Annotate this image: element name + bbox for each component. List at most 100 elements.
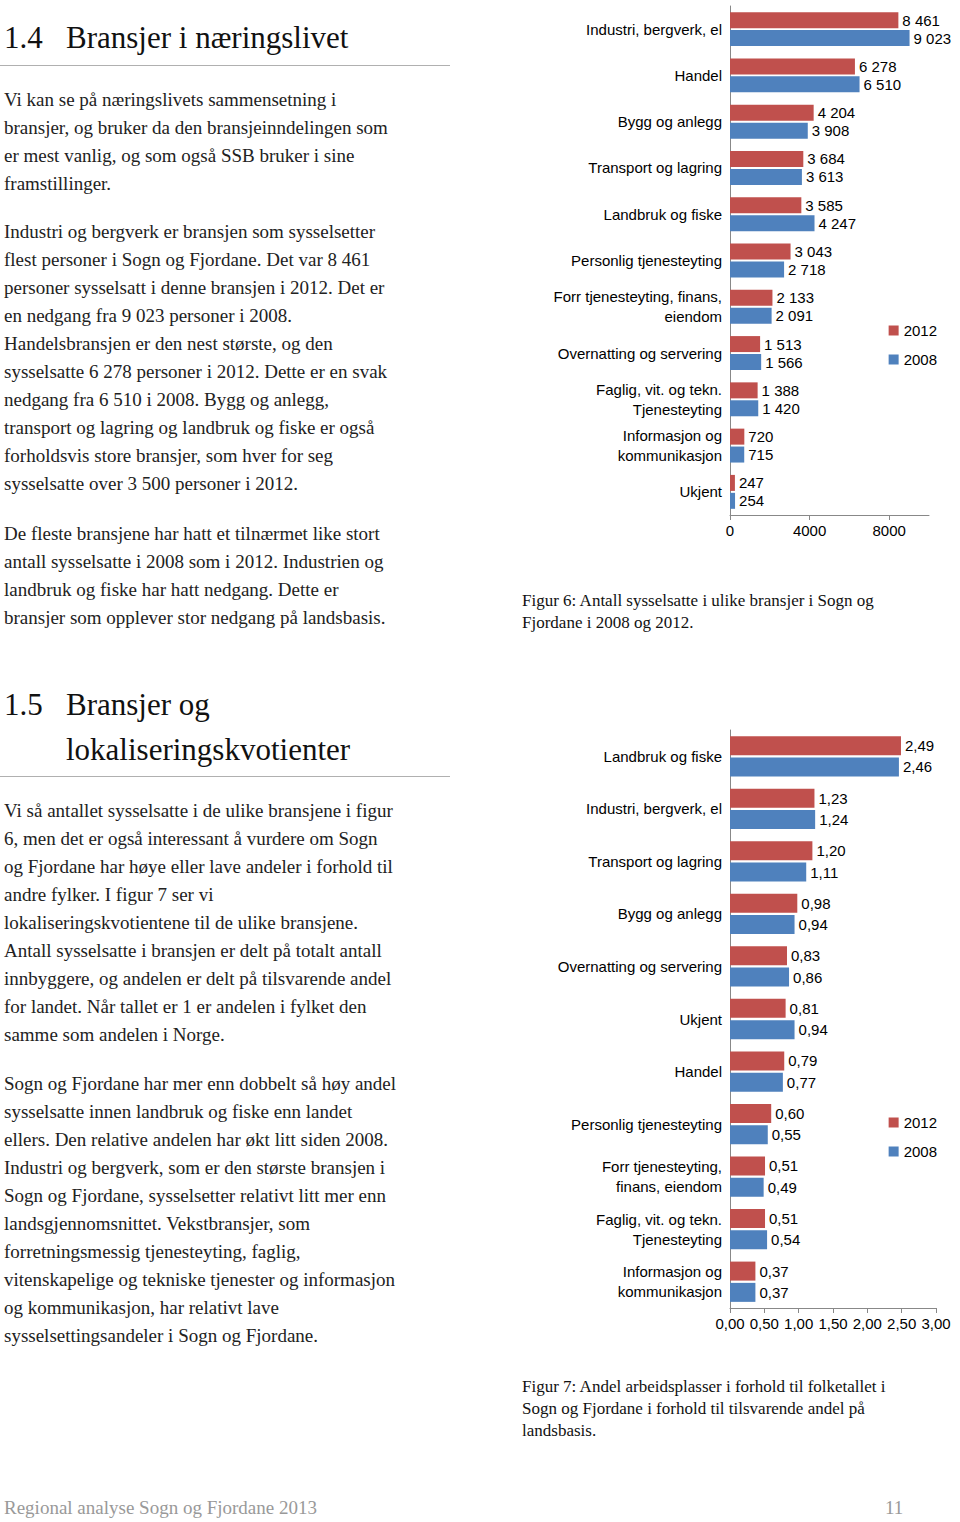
svg-text:0,94: 0,94	[799, 1021, 828, 1038]
html-text:Bransjer og: Bransjer og	[66, 687, 210, 722]
svg-text:2012: 2012	[904, 1114, 937, 1131]
svg-text:0,54: 0,54	[771, 1231, 800, 1248]
svg-text:Forr tjenesteyting, finans,: Forr tjenesteyting, finans,	[554, 288, 722, 305]
svg-text:1,11: 1,11	[810, 864, 838, 881]
svg-text:4000: 4000	[793, 522, 826, 539]
svg-text:9 023: 9 023	[914, 30, 952, 47]
svg-text:eiendom: eiendom	[664, 308, 722, 325]
svg-text:Tjenesteyting: Tjenesteyting	[633, 401, 722, 418]
svg-text:2,00: 2,00	[853, 1315, 882, 1332]
svg-text:2,50: 2,50	[887, 1315, 916, 1332]
svg-text:3 684: 3 684	[807, 150, 845, 167]
svg-text:0,81: 0,81	[790, 1000, 819, 1017]
svg-text:Personlig tjenesteyting: Personlig tjenesteyting	[571, 1116, 722, 1133]
svg-text:finans, eiendom: finans, eiendom	[616, 1178, 722, 1195]
svg-text:1 388: 1 388	[762, 382, 800, 399]
svg-text:720: 720	[748, 428, 773, 445]
svg-text:6 278: 6 278	[859, 58, 897, 75]
html-text:1.5: 1.5	[4, 687, 43, 722]
html-text:personer sysselsatt i denne br: personer sysselsatt i denne bransjen i 2…	[4, 277, 385, 298]
svg-text:Faglig, vit. og tekn.: Faglig, vit. og tekn.	[596, 381, 722, 398]
svg-text:Handel: Handel	[674, 67, 722, 84]
html-text:1.4: 1.4	[4, 20, 43, 55]
svg-text:Informasjon og: Informasjon og	[623, 1263, 722, 1280]
html-text:Bransjer i næringslivet: Bransjer i næringslivet	[66, 20, 349, 55]
svg-text:2,46: 2,46	[903, 758, 932, 775]
svg-text:1 566: 1 566	[765, 354, 803, 371]
svg-text:0,79: 0,79	[788, 1052, 817, 1069]
svg-text:1,24: 1,24	[819, 811, 848, 828]
svg-text:3 585: 3 585	[805, 197, 843, 214]
svg-text:0,49: 0,49	[768, 1179, 797, 1196]
svg-text:0,60: 0,60	[775, 1105, 804, 1122]
svg-text:0,37: 0,37	[759, 1263, 788, 1280]
svg-text:0,94: 0,94	[799, 916, 828, 933]
html-text:er mest vanlig, og som også SS: er mest vanlig, og som også SSB bruker i…	[4, 145, 355, 166]
svg-text:8 461: 8 461	[902, 12, 940, 29]
svg-text:254: 254	[739, 492, 764, 509]
svg-text:Tjenesteyting: Tjenesteyting	[633, 1231, 722, 1248]
svg-text:1,20: 1,20	[816, 842, 845, 859]
svg-text:Bygg og anlegg: Bygg og anlegg	[618, 905, 722, 922]
svg-text:kommunikasjon: kommunikasjon	[618, 447, 722, 464]
svg-text:3 613: 3 613	[806, 168, 844, 185]
svg-text:0,51: 0,51	[769, 1210, 798, 1227]
svg-text:715: 715	[748, 446, 773, 463]
svg-text:0,98: 0,98	[801, 895, 830, 912]
svg-text:1,23: 1,23	[818, 790, 847, 807]
svg-text:Ukjent: Ukjent	[679, 483, 722, 500]
svg-text:247: 247	[739, 474, 764, 491]
svg-text:4 204: 4 204	[818, 104, 856, 121]
svg-text:Overnatting og servering: Overnatting og servering	[558, 345, 722, 362]
svg-text:Bygg og anlegg: Bygg og anlegg	[618, 113, 722, 130]
html-text:framstillinger.: framstillinger.	[4, 173, 112, 194]
svg-text:0,55: 0,55	[772, 1126, 801, 1143]
svg-text:2,49: 2,49	[905, 737, 934, 754]
svg-text:3 043: 3 043	[795, 243, 833, 260]
svg-text:0,50: 0,50	[750, 1315, 779, 1332]
html-text:Vi kan se på næringslivets sam: Vi kan se på næringslivets sammensetning…	[4, 89, 337, 110]
svg-text:2008: 2008	[904, 351, 937, 368]
svg-text:Transport og lagring: Transport og lagring	[588, 159, 722, 176]
svg-text:Forr tjenesteyting,: Forr tjenesteyting,	[602, 1158, 722, 1175]
svg-text:kommunikasjon: kommunikasjon	[618, 1283, 722, 1300]
html-text:bransjer, og bruker da den bra: bransjer, og bruker da den bransjeinndel…	[4, 117, 388, 138]
svg-text:Landbruk og fiske: Landbruk og fiske	[604, 748, 722, 765]
svg-text:0,00: 0,00	[715, 1315, 744, 1332]
svg-text:2012: 2012	[904, 322, 937, 339]
svg-text:Transport og lagring: Transport og lagring	[588, 853, 722, 870]
svg-text:Industri, bergverk, el: Industri, bergverk, el	[586, 21, 722, 38]
svg-text:3 908: 3 908	[812, 122, 850, 139]
svg-text:Ukjent: Ukjent	[679, 1011, 722, 1028]
svg-text:Industri, bergverk, el: Industri, bergverk, el	[586, 800, 722, 817]
svg-text:2 718: 2 718	[788, 261, 826, 278]
svg-text:4 247: 4 247	[819, 215, 857, 232]
svg-text:0,77: 0,77	[787, 1074, 816, 1091]
svg-text:0,51: 0,51	[769, 1157, 798, 1174]
svg-text:Landbruk og fiske: Landbruk og fiske	[604, 206, 722, 223]
svg-text:0,86: 0,86	[793, 969, 822, 986]
html-text:en nedgang fra 9 023 personer: en nedgang fra 9 023 personer i 2008.	[4, 305, 293, 326]
html-text:Industri og bergverk er bransj: Industri og bergverk er bransjen som sys…	[4, 221, 376, 242]
svg-text:2008: 2008	[904, 1143, 937, 1160]
svg-text:1 513: 1 513	[764, 336, 802, 353]
svg-text:Handel: Handel	[674, 1063, 722, 1080]
svg-text:0,83: 0,83	[791, 947, 820, 964]
svg-text:2 091: 2 091	[776, 307, 814, 324]
svg-text:1 420: 1 420	[762, 400, 800, 417]
svg-text:1,00: 1,00	[784, 1315, 813, 1332]
svg-text:1,50: 1,50	[818, 1315, 847, 1332]
svg-text:0,37: 0,37	[759, 1284, 788, 1301]
svg-text:Faglig, vit. og tekn.: Faglig, vit. og tekn.	[596, 1211, 722, 1228]
svg-text:8000: 8000	[873, 522, 906, 539]
svg-text:Personlig tjenesteyting: Personlig tjenesteyting	[571, 252, 722, 269]
svg-text:6 510: 6 510	[864, 76, 902, 93]
svg-text:Informasjon og: Informasjon og	[623, 427, 722, 444]
svg-text:3,00: 3,00	[921, 1315, 950, 1332]
svg-text:0: 0	[726, 522, 734, 539]
html-text:Handelsbransjen er den nest st: Handelsbransjen er den nest største, og …	[4, 333, 333, 354]
html-text:flest personer i Sogn og Fjord: flest personer i Sogn og Fjordane. Det v…	[4, 249, 371, 270]
svg-text:Overnatting og servering: Overnatting og servering	[558, 958, 722, 975]
html-text:lokaliseringskvotienter: lokaliseringskvotienter	[66, 732, 351, 767]
svg-text:2 133: 2 133	[776, 289, 814, 306]
